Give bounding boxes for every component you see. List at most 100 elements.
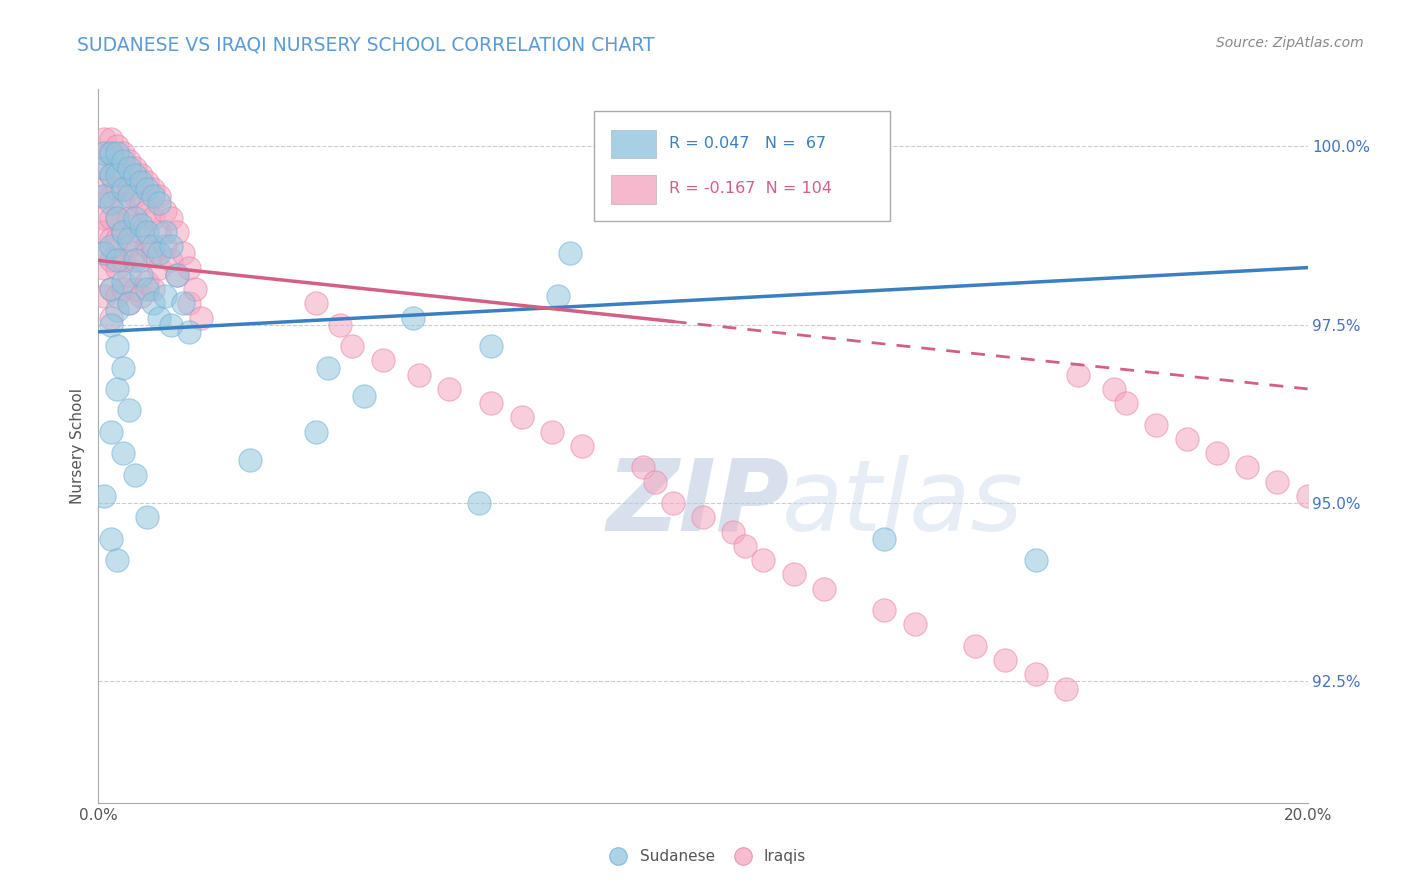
Point: [692, 510, 714, 524]
Point: [111, 446, 134, 460]
Point: [100, 532, 122, 546]
Point: [118, 296, 141, 310]
Point: [723, 524, 745, 539]
Point: [93, 146, 115, 161]
Point: [118, 182, 141, 196]
Point: [142, 211, 165, 225]
Point: [111, 182, 134, 196]
Point: [111, 275, 134, 289]
Point: [342, 339, 364, 353]
Point: [105, 339, 128, 353]
Point: [142, 239, 165, 253]
Point: [631, 460, 654, 475]
Point: [100, 168, 122, 182]
Point: [734, 539, 756, 553]
Point: [166, 225, 188, 239]
Point: [160, 253, 183, 268]
Point: [148, 260, 170, 275]
Point: [184, 282, 207, 296]
Point: [118, 232, 141, 246]
Text: Sudanese: Sudanese: [640, 849, 716, 863]
Point: [118, 189, 141, 203]
Point: [118, 161, 141, 175]
Text: SUDANESE VS IRAQI NURSERY SCHOOL CORRELATION CHART: SUDANESE VS IRAQI NURSERY SCHOOL CORRELA…: [77, 36, 655, 54]
Point: [100, 189, 122, 203]
Point: [148, 310, 170, 325]
Point: [142, 246, 165, 260]
Point: [129, 168, 152, 182]
Point: [644, 475, 666, 489]
Point: [1024, 553, 1046, 567]
Point: [468, 496, 491, 510]
Point: [129, 268, 152, 282]
Point: [100, 132, 122, 146]
Point: [142, 189, 165, 203]
Point: [1024, 667, 1046, 681]
Point: [1102, 382, 1125, 396]
Point: [353, 389, 375, 403]
Text: R = -0.167  N = 104: R = -0.167 N = 104: [669, 181, 832, 196]
Text: R = 0.047   N =  67: R = 0.047 N = 67: [669, 136, 827, 151]
Point: [93, 189, 115, 203]
Point: [111, 225, 134, 239]
Point: [105, 253, 128, 268]
Point: [135, 175, 157, 189]
Point: [105, 161, 128, 175]
Point: [160, 318, 183, 332]
Point: [179, 260, 201, 275]
Point: [142, 182, 165, 196]
Point: [153, 289, 176, 303]
Point: [510, 410, 533, 425]
Point: [93, 246, 115, 260]
Point: [135, 510, 157, 524]
Point: [118, 239, 141, 253]
Point: [111, 253, 134, 268]
Point: [873, 603, 896, 617]
Point: [100, 310, 122, 325]
Point: [93, 132, 115, 146]
Point: [148, 189, 170, 203]
Point: [661, 496, 683, 510]
Point: [129, 175, 152, 189]
Point: [160, 211, 183, 225]
Point: [148, 225, 170, 239]
Point: [111, 153, 134, 168]
Point: [1067, 368, 1090, 382]
Point: [93, 161, 115, 175]
Point: [1206, 446, 1229, 460]
Point: [371, 353, 394, 368]
Point: [105, 260, 128, 275]
Point: [752, 553, 775, 567]
Point: [93, 146, 115, 161]
Point: [124, 253, 146, 268]
Point: [994, 653, 1017, 667]
Point: [105, 303, 128, 318]
Point: [100, 196, 122, 211]
Point: [124, 189, 146, 203]
Point: [329, 318, 352, 332]
Point: [111, 196, 134, 211]
Point: [135, 182, 157, 196]
Point: [93, 211, 115, 225]
Point: [571, 439, 593, 453]
Point: [100, 146, 122, 161]
Point: [118, 153, 141, 168]
Point: [93, 246, 115, 260]
Point: [135, 203, 157, 218]
Point: [105, 211, 128, 225]
Point: [93, 175, 115, 189]
Point: [118, 211, 141, 225]
Point: [100, 425, 122, 439]
Point: [105, 553, 128, 567]
Point: [93, 225, 115, 239]
Point: [305, 296, 328, 310]
Point: [105, 139, 128, 153]
Point: [1054, 681, 1077, 696]
Point: [124, 211, 146, 225]
Point: [100, 282, 122, 296]
Point: [135, 225, 157, 239]
Point: [124, 467, 146, 482]
Point: [93, 161, 115, 175]
Point: [118, 403, 141, 417]
Point: [105, 289, 128, 303]
